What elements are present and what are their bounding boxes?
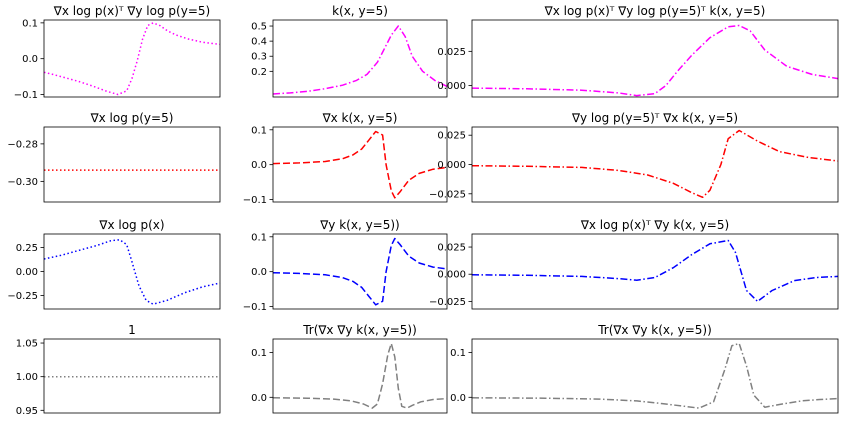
y-tick-label: 0.1 [251,125,267,136]
y-tick-label: −0.28 [7,139,38,150]
axes-frame [272,338,448,414]
y-tick-label: 1.05 [16,339,38,350]
y-tick-label: 0.025 [437,131,466,142]
y-tick-label: 0.1 [22,18,38,29]
series-line [43,22,221,96]
y-tick-label: 0.1 [251,232,267,243]
subplot-title: ∇x log p(x)ᵀ ∇y k(x, y=5) [580,218,729,232]
subplot-title: Tr(∇x ∇y k(x, y=5)) [597,323,712,337]
y-tick-label: 0.95 [16,406,38,417]
series-line [471,239,839,303]
y-tick-label: 0.0 [22,54,38,65]
y-tick-label: 0.1 [251,348,267,359]
series-line [272,342,448,409]
y-tick-label: 0.4 [251,37,267,48]
axes-frame [471,338,839,414]
axes-frame [43,19,221,98]
y-tick-label: −0.1 [243,195,267,206]
subplot-title: 1 [128,323,136,337]
y-tick-label: 0.0 [251,160,267,171]
y-tick-label: 0.025 [437,47,466,58]
y-tick-label: 0.000 [437,270,466,281]
subplot-title: Tr(∇x ∇y k(x, y=5)) [302,323,417,337]
y-tick-label: 0.0 [251,393,267,404]
y-tick-label: 0.2 [251,67,267,78]
series-line [471,24,839,97]
subplot: 0.0 0.1 Tr(∇x ∇y k(x, y=5)) [450,323,839,414]
y-tick-label: 0.3 [251,52,267,63]
subplot-title: ∇x log p(x)ᵀ ∇y log p(y=5)ᵀ k(x, y=5) [544,4,766,18]
y-tick-label: 0.25 [16,243,38,254]
subplot: −0.30 −0.28 ∇x log p(y=5) [7,111,221,203]
subplot: 0.95 1.00 1.05 1 [16,323,221,417]
subplot: −0.1 0.0 0.1 ∇x log p(x)ᵀ ∇y log p(y=5) [14,4,221,101]
subplot: 0.000 0.025 ∇x log p(x)ᵀ ∇y log p(y=5)ᵀ k(… [437,4,839,98]
series-line [272,237,448,306]
subplot-title: ∇y k(x, y=5)) [319,218,399,232]
axes-frame [471,233,839,310]
subplot-title: ∇x log p(y=5) [90,111,174,125]
axes-frame [471,126,839,203]
subplot-title: ∇y log p(y=5)ᵀ ∇x k(x, y=5) [571,111,738,125]
y-tick-label: −0.25 [7,291,38,302]
subplot-title: k(x, y=5) [332,4,388,18]
axes-frame [272,233,448,310]
axes-frame [43,233,221,310]
series-line [272,130,448,199]
y-tick-label: 0.025 [437,243,466,254]
subplot: −0.1 0.0 0.1 ∇y k(x, y=5)) [243,218,448,313]
subplot-title: ∇x log p(x) [98,218,164,232]
series-line [471,342,839,409]
series-line [43,239,221,305]
y-tick-label: −0.1 [243,302,267,313]
subplot-title: ∇x log p(x)ᵀ ∇y log p(y=5) [53,4,210,18]
y-tick-label: 0.000 [437,160,466,171]
y-tick-label: 0.0 [450,393,466,404]
series-line [272,25,448,95]
y-tick-label: 0.0 [251,267,267,278]
subplot-title: ∇x k(x, y=5) [322,111,398,125]
axes-frame [272,19,448,98]
y-tick-label: 0.5 [251,22,267,33]
axes-frame [471,19,839,98]
axes-frame [272,126,448,203]
subplot: 0.2 0.3 0.4 0.5 k(x, y=5) [251,4,448,98]
subplot: −0.25 0.00 0.25 ∇x log p(x) [7,218,221,310]
y-tick-label: −0.30 [7,177,38,188]
axes-frame [43,126,221,203]
axes-frame [43,338,221,414]
series-line [471,129,839,199]
y-tick-label: 1.00 [16,372,38,383]
subplot: −0.025 0.000 0.025 ∇x log p(x)ᵀ ∇y k(x, y=5… [429,218,839,310]
y-tick-label: 0.1 [450,348,466,359]
y-tick-label: −0.025 [429,189,466,200]
y-tick-label: −0.1 [14,90,38,101]
y-tick-label: 0.000 [437,81,466,92]
y-tick-label: 0.00 [16,267,38,278]
subplot: 0.0 0.1 Tr(∇x ∇y k(x, y=5)) [251,323,448,414]
y-tick-label: −0.025 [429,297,466,308]
subplot: −0.025 0.000 0.025 ∇y log p(y=5)ᵀ ∇x k(x, y… [429,111,839,203]
subplot: −0.1 0.0 0.1 ∇x k(x, y=5) [243,111,448,206]
